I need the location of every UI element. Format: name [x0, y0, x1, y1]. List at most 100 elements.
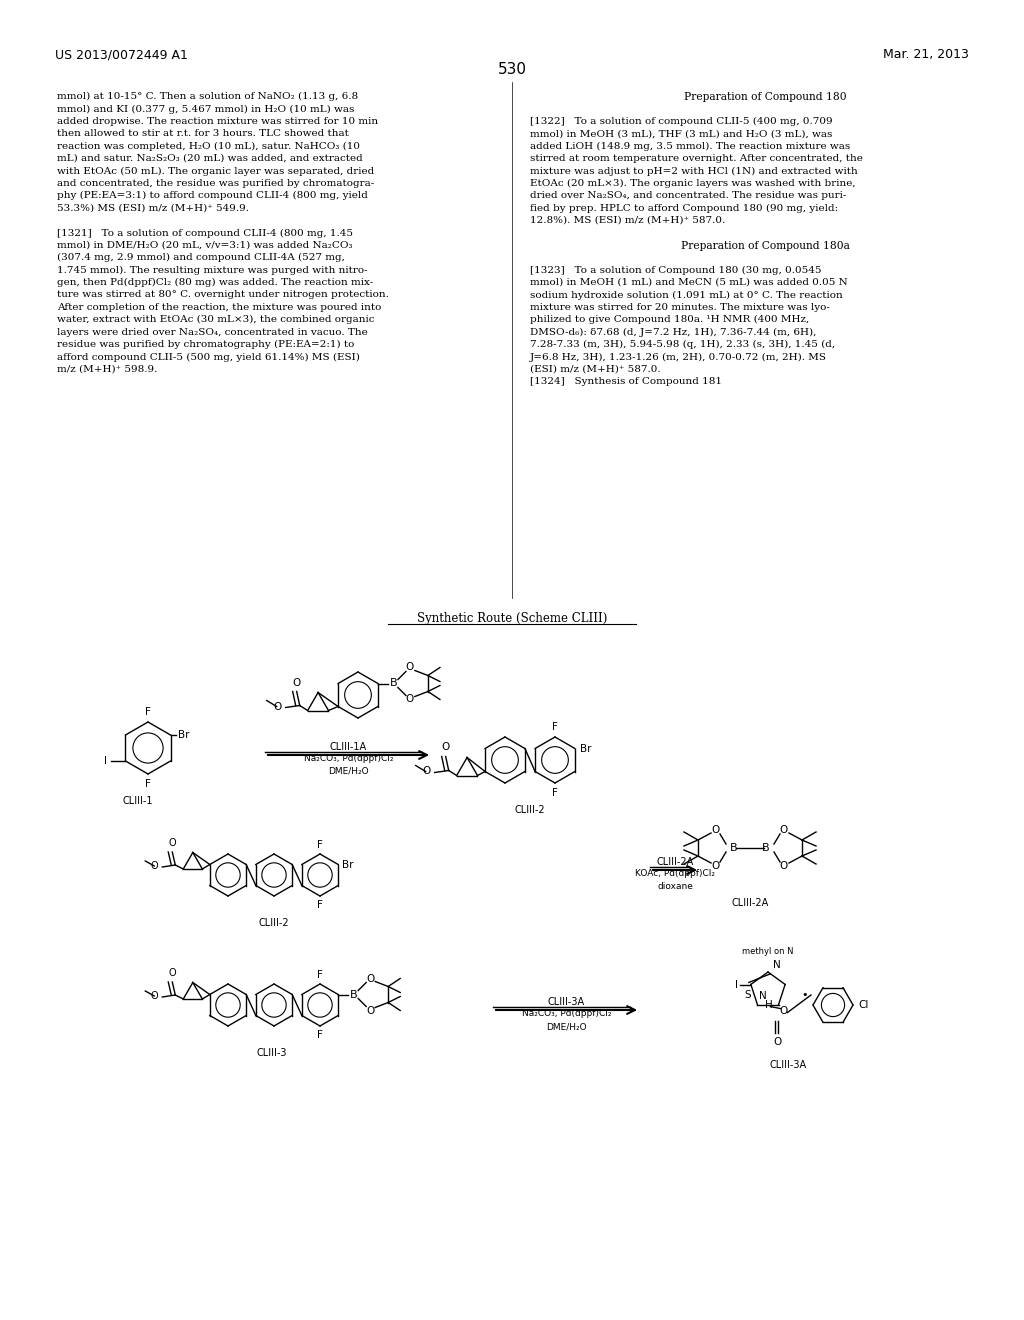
Text: gen, then Pd(dppf)Cl₂ (80 mg) was added. The reaction mix-: gen, then Pd(dppf)Cl₂ (80 mg) was added.…: [57, 279, 374, 288]
Text: added dropwise. The reaction mixture was stirred for 10 min: added dropwise. The reaction mixture was…: [57, 116, 378, 125]
Text: CLIII-1: CLIII-1: [123, 796, 154, 807]
Text: DME/H₂O: DME/H₂O: [546, 1022, 587, 1031]
Text: 1.745 mmol). The resulting mixture was purged with nitro-: 1.745 mmol). The resulting mixture was p…: [57, 265, 368, 275]
Text: phy (PE:EA=3:1) to afford compound CLII-4 (800 mg, yield: phy (PE:EA=3:1) to afford compound CLII-…: [57, 191, 368, 201]
Text: F: F: [317, 840, 323, 850]
Text: 53.3%) MS (ESI) m/z (M+H)⁺ 549.9.: 53.3%) MS (ESI) m/z (M+H)⁺ 549.9.: [57, 203, 249, 213]
Text: DMSO-d₆): δ7.68 (d, J=7.2 Hz, 1H), 7.36-7.44 (m, 6H),: DMSO-d₆): δ7.68 (d, J=7.2 Hz, 1H), 7.36-…: [530, 327, 816, 337]
Text: mmol) and KI (0.377 g, 5.467 mmol) in H₂O (10 mL) was: mmol) and KI (0.377 g, 5.467 mmol) in H₂…: [57, 104, 354, 114]
Text: reaction was completed, H₂O (10 mL), satur. NaHCO₃ (10: reaction was completed, H₂O (10 mL), sat…: [57, 141, 360, 150]
Text: m/z (M+H)⁺ 598.9.: m/z (M+H)⁺ 598.9.: [57, 364, 158, 374]
Text: mmol) in DME/H₂O (20 mL, v/v=3:1) was added Na₂CO₃: mmol) in DME/H₂O (20 mL, v/v=3:1) was ad…: [57, 240, 352, 249]
Text: and concentrated, the residue was purified by chromatogra-: and concentrated, the residue was purifi…: [57, 178, 374, 187]
Text: dioxane: dioxane: [657, 882, 693, 891]
Text: Br: Br: [342, 859, 353, 870]
Text: CLIII-2A: CLIII-2A: [731, 898, 769, 908]
Text: After completion of the reaction, the mixture was poured into: After completion of the reaction, the mi…: [57, 302, 381, 312]
Text: F: F: [145, 708, 151, 717]
Text: I: I: [104, 756, 108, 766]
Text: F: F: [317, 970, 323, 979]
Text: O: O: [366, 1006, 375, 1015]
Text: O: O: [406, 663, 414, 672]
Text: B: B: [762, 843, 770, 853]
Text: S: S: [744, 990, 752, 1001]
Text: [1324]   Synthesis of Compound 181: [1324] Synthesis of Compound 181: [530, 378, 722, 387]
Text: fied by prep. HPLC to afford Compound 180 (90 mg, yield:: fied by prep. HPLC to afford Compound 18…: [530, 203, 838, 213]
Text: CLIII-3: CLIII-3: [257, 1048, 288, 1059]
Text: CLIII-3A: CLIII-3A: [769, 1060, 807, 1071]
Text: O: O: [712, 825, 720, 836]
Text: O: O: [773, 1036, 781, 1047]
Text: •: •: [802, 990, 808, 1001]
Text: CLIII-2A: CLIII-2A: [656, 857, 693, 867]
Text: (307.4 mg, 2.9 mmol) and compound CLII-4A (527 mg,: (307.4 mg, 2.9 mmol) and compound CLII-4…: [57, 253, 345, 263]
Text: O: O: [366, 974, 375, 983]
Text: ture was stirred at 80° C. overnight under nitrogen protection.: ture was stirred at 80° C. overnight und…: [57, 290, 389, 300]
Text: DME/H₂O: DME/H₂O: [328, 766, 369, 775]
Text: O: O: [273, 701, 282, 711]
Text: O: O: [441, 742, 450, 752]
Text: Br: Br: [177, 730, 189, 741]
Text: B: B: [390, 678, 397, 689]
Text: US 2013/0072449 A1: US 2013/0072449 A1: [55, 48, 187, 61]
Text: F: F: [317, 900, 323, 909]
Text: Preparation of Compound 180a: Preparation of Compound 180a: [681, 240, 850, 251]
Text: stirred at room temperature overnight. After concentrated, the: stirred at room temperature overnight. A…: [530, 154, 863, 162]
Text: mmol) in MeOH (3 mL), THF (3 mL) and H₂O (3 mL), was: mmol) in MeOH (3 mL), THF (3 mL) and H₂O…: [530, 129, 833, 139]
Text: O: O: [406, 694, 414, 705]
Text: Mar. 21, 2013: Mar. 21, 2013: [883, 48, 969, 61]
Text: N: N: [759, 990, 766, 1001]
Text: mixture was adjust to pH=2 with HCl (1N) and extracted with: mixture was adjust to pH=2 with HCl (1N)…: [530, 166, 858, 176]
Text: dried over Na₂SO₄, and concentrated. The residue was puri-: dried over Na₂SO₄, and concentrated. The…: [530, 191, 847, 201]
Text: O: O: [293, 677, 301, 688]
Text: J=6.8 Hz, 3H), 1.23-1.26 (m, 2H), 0.70-0.72 (m, 2H). MS: J=6.8 Hz, 3H), 1.23-1.26 (m, 2H), 0.70-0…: [530, 352, 827, 362]
Text: afford compound CLII-5 (500 mg, yield 61.14%) MS (ESI): afford compound CLII-5 (500 mg, yield 61…: [57, 352, 359, 362]
Text: methyl on N: methyl on N: [742, 946, 794, 956]
Text: O: O: [780, 825, 788, 836]
Text: [1321]   To a solution of compound CLII-4 (800 mg, 1.45: [1321] To a solution of compound CLII-4 …: [57, 228, 353, 238]
Text: Na₂CO₃, Pd(dppf)Cl₂: Na₂CO₃, Pd(dppf)Cl₂: [522, 1008, 611, 1018]
Text: mL) and satur. Na₂S₂O₃ (20 mL) was added, and extracted: mL) and satur. Na₂S₂O₃ (20 mL) was added…: [57, 154, 362, 162]
Text: F: F: [552, 722, 558, 733]
Text: 7.28-7.33 (m, 3H), 5.94-5.98 (q, 1H), 2.33 (s, 3H), 1.45 (d,: 7.28-7.33 (m, 3H), 5.94-5.98 (q, 1H), 2.…: [530, 341, 836, 348]
Text: Synthetic Route (Scheme CLIII): Synthetic Route (Scheme CLIII): [417, 612, 607, 624]
Text: O: O: [712, 861, 720, 871]
Text: O: O: [423, 767, 431, 776]
Text: CLIII-1A: CLIII-1A: [330, 742, 367, 752]
Text: I: I: [734, 979, 737, 990]
Text: mmol) at 10-15° C. Then a solution of NaNO₂ (1.13 g, 6.8: mmol) at 10-15° C. Then a solution of Na…: [57, 92, 358, 102]
Text: residue was purified by chromatography (PE:EA=2:1) to: residue was purified by chromatography (…: [57, 341, 354, 348]
Text: sodium hydroxide solution (1.091 mL) at 0° C. The reaction: sodium hydroxide solution (1.091 mL) at …: [530, 290, 843, 300]
Text: mmol) in MeOH (1 mL) and MeCN (5 mL) was added 0.05 N: mmol) in MeOH (1 mL) and MeCN (5 mL) was…: [530, 279, 848, 286]
Text: O: O: [169, 838, 176, 847]
Text: B: B: [730, 843, 738, 853]
Text: [1322]   To a solution of compound CLII-5 (400 mg, 0.709: [1322] To a solution of compound CLII-5 …: [530, 116, 833, 125]
Text: 530: 530: [498, 62, 526, 77]
Text: KOAc, Pd(dppf)Cl₂: KOAc, Pd(dppf)Cl₂: [635, 869, 715, 878]
Text: H: H: [765, 999, 773, 1010]
Text: with EtOAc (50 mL). The organic layer was separated, dried: with EtOAc (50 mL). The organic layer wa…: [57, 166, 374, 176]
Text: B: B: [350, 990, 358, 999]
Text: O: O: [780, 861, 788, 871]
Text: O: O: [151, 991, 159, 1001]
Text: F: F: [552, 788, 558, 799]
Text: Br: Br: [580, 743, 592, 754]
Text: then allowed to stir at r.t. for 3 hours. TLC showed that: then allowed to stir at r.t. for 3 hours…: [57, 129, 349, 139]
Text: 12.8%). MS (ESI) m/z (M+H)⁺ 587.0.: 12.8%). MS (ESI) m/z (M+H)⁺ 587.0.: [530, 216, 725, 224]
Text: added LiOH (148.9 mg, 3.5 mmol). The reaction mixture was: added LiOH (148.9 mg, 3.5 mmol). The rea…: [530, 141, 850, 150]
Text: (ESI) m/z (M+H)⁺ 587.0.: (ESI) m/z (M+H)⁺ 587.0.: [530, 364, 660, 374]
Text: CLIII-2: CLIII-2: [259, 917, 290, 928]
Text: F: F: [145, 779, 151, 789]
Text: philized to give Compound 180a. ¹H NMR (400 MHz,: philized to give Compound 180a. ¹H NMR (…: [530, 315, 809, 325]
Text: N: N: [773, 960, 781, 970]
Text: O: O: [779, 1006, 787, 1015]
Text: Cl: Cl: [858, 1001, 868, 1010]
Text: Na₂CO₃, Pd(dppf)Cl₂: Na₂CO₃, Pd(dppf)Cl₂: [304, 754, 393, 763]
Text: F: F: [317, 1030, 323, 1040]
Text: CLIII-2: CLIII-2: [515, 805, 546, 814]
Text: [1323]   To a solution of Compound 180 (30 mg, 0.0545: [1323] To a solution of Compound 180 (30…: [530, 265, 821, 275]
Text: O: O: [151, 861, 159, 871]
Text: EtOAc (20 mL×3). The organic layers was washed with brine,: EtOAc (20 mL×3). The organic layers was …: [530, 178, 856, 187]
Text: CLIII-3A: CLIII-3A: [548, 997, 585, 1007]
Text: Preparation of Compound 180: Preparation of Compound 180: [684, 92, 846, 102]
